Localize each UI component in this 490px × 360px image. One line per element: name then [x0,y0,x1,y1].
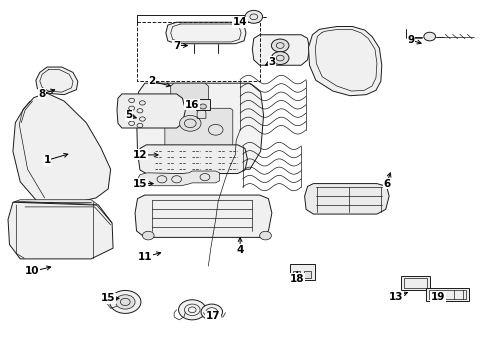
Text: 15: 15 [133,179,147,189]
Text: 1: 1 [44,155,51,165]
Polygon shape [139,145,247,174]
Circle shape [110,291,141,314]
Circle shape [424,32,436,41]
Circle shape [260,231,271,240]
Text: 8: 8 [39,89,46,99]
Polygon shape [171,83,208,104]
Bar [401,276,430,291]
Circle shape [201,304,222,320]
Bar [426,288,469,301]
Text: 14: 14 [233,17,247,27]
Circle shape [178,300,206,320]
Bar [290,264,316,280]
Circle shape [116,295,135,309]
Text: 17: 17 [206,311,220,321]
Polygon shape [309,27,382,96]
Circle shape [199,104,206,109]
Text: 4: 4 [237,245,244,255]
Polygon shape [117,94,185,128]
Text: 5: 5 [125,111,132,121]
Text: 12: 12 [133,150,147,160]
Polygon shape [165,108,233,158]
Polygon shape [13,93,111,203]
Text: 2: 2 [148,76,156,86]
Text: 3: 3 [268,57,275,67]
Polygon shape [137,83,264,169]
Circle shape [271,39,289,52]
Polygon shape [305,184,389,214]
Polygon shape [135,195,272,237]
Bar [429,290,466,299]
Text: 13: 13 [389,292,404,302]
Polygon shape [8,202,113,259]
Polygon shape [36,67,78,95]
Circle shape [245,10,263,23]
Text: 16: 16 [185,100,199,110]
Bar [196,99,210,110]
Polygon shape [13,200,112,223]
Polygon shape [166,22,246,44]
Text: 18: 18 [290,274,304,284]
Bar [304,271,311,278]
Polygon shape [138,171,220,186]
Text: 6: 6 [383,179,391,189]
Bar [404,278,427,288]
Text: 7: 7 [173,41,180,50]
Bar [293,271,300,278]
Circle shape [143,231,154,240]
Polygon shape [252,35,310,65]
Text: 11: 11 [138,252,152,262]
Text: 19: 19 [431,292,445,302]
Text: 15: 15 [101,293,116,303]
Text: 10: 10 [25,266,40,276]
Circle shape [271,51,289,64]
Text: 9: 9 [408,35,415,45]
Circle shape [179,116,201,131]
